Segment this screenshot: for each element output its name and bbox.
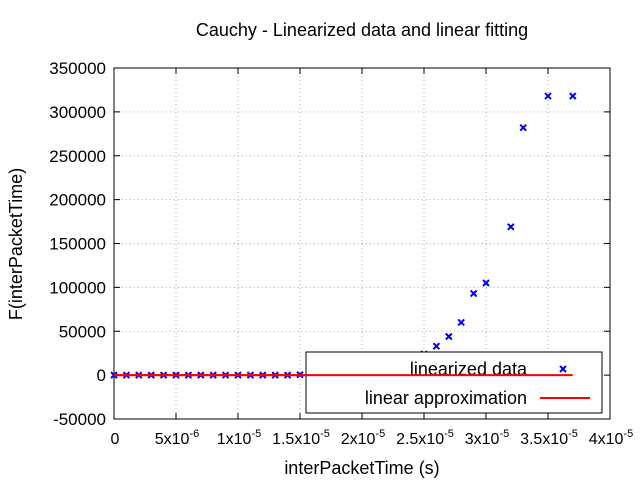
axes: -50000 0 50000 100000 150000 200000 250000 3000… [49, 59, 633, 448]
legend-box [305, 351, 603, 414]
data-point [519, 123, 527, 132]
legend-marker-swatch [559, 365, 567, 373]
x-tick-mantissa: 0 [111, 431, 120, 448]
data-point [482, 279, 490, 287]
x-tick-exponent: -5 [623, 428, 633, 440]
x-tick-mantissa: 5x10 [155, 431, 190, 448]
y-tick-label: 50000 [59, 322, 106, 341]
y-tick-label: 200000 [49, 191, 106, 210]
x-tick-exponent: -5 [251, 428, 261, 440]
y-tick-label: 350000 [49, 59, 106, 78]
x-tick-exponent: -5 [568, 428, 578, 440]
x-tick-label: 3x10-5 [465, 428, 509, 448]
data-point [445, 332, 453, 341]
data-point [457, 318, 465, 327]
data-point [507, 223, 515, 231]
x-tick-label: 2.5x10-5 [396, 428, 454, 448]
data-point [544, 92, 552, 100]
y-tick-label: 150000 [49, 235, 106, 254]
y-tick-label: 250000 [49, 147, 106, 166]
x-tick-exponent: -5 [375, 428, 385, 440]
legend-label: linear approximation [365, 388, 527, 408]
x-tick-label: 0 [111, 431, 120, 448]
plot-area [110, 92, 577, 379]
y-tick-label: 300000 [49, 103, 106, 122]
x-tick-mantissa: 1.5x10 [272, 431, 320, 448]
data-point [469, 289, 478, 298]
x-tick-label: 1x10-5 [217, 428, 261, 448]
data-point [432, 342, 441, 350]
x-tick-exponent: -6 [189, 428, 199, 440]
y-axis-label: F(interPacketTime) [6, 168, 26, 320]
x-tick-exponent: -5 [499, 428, 509, 440]
x-tick-label: 3.5x10-5 [520, 428, 578, 448]
x-axis-label: interPacketTime (s) [284, 458, 439, 478]
x-tick-label: 1.5x10-5 [272, 428, 330, 448]
legend: linearized data linear approximation [114, 351, 603, 414]
chart-title: Cauchy - Linearized data and linear fitt… [196, 20, 528, 40]
y-tick-label: 0 [97, 366, 106, 385]
data-point [569, 92, 577, 100]
y-tick-label: 100000 [49, 278, 106, 297]
x-tick-mantissa: 3.5x10 [520, 431, 568, 448]
x-tick-exponent: -5 [320, 428, 330, 440]
x-tick-label: 4x10-5 [589, 428, 633, 448]
x-tick-label: 5x10-6 [155, 428, 199, 448]
x-tick-mantissa: 3x10 [465, 431, 500, 448]
x-tick-label: 2x10-5 [341, 428, 385, 448]
x-tick-mantissa: 2.5x10 [396, 431, 444, 448]
x-tick-exponent: -5 [444, 428, 454, 440]
legend-label: linearized data [410, 359, 528, 379]
x-tick-mantissa: 2x10 [341, 431, 376, 448]
x-tick-mantissa: 1x10 [217, 431, 252, 448]
y-tick-label: -50000 [53, 410, 106, 429]
x-tick-mantissa: 4x10 [589, 431, 624, 448]
